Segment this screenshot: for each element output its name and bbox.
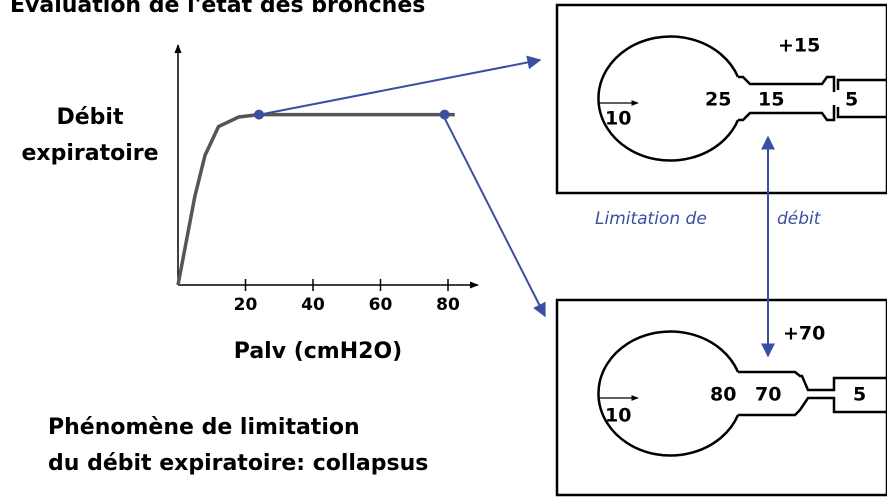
link-arrow — [443, 115, 545, 316]
x-label: Palv (cmH2O) — [234, 339, 402, 364]
middle-pressure: 70 — [755, 384, 781, 406]
x-tick-label: 60 — [369, 295, 393, 315]
limitation-label: débit — [777, 209, 822, 229]
caption: Phénomène de limitation — [48, 415, 360, 440]
flow: 10 — [605, 108, 631, 130]
downstream-pressure: 5 — [845, 89, 858, 111]
downstream-pressure: 5 — [853, 384, 866, 406]
highlight-point — [254, 110, 264, 120]
middle-pressure: 15 — [758, 89, 784, 111]
x-tick-label: 20 — [234, 295, 258, 315]
pressure: +15 — [778, 35, 820, 57]
x-tick-label: 80 — [436, 295, 460, 315]
page: Evaluation de l'état des bronches Débit … — [0, 0, 887, 500]
y-label: expiratoire — [21, 141, 158, 166]
highlight-point — [440, 110, 450, 120]
slide-title: Evaluation de l'état des bronches — [10, 0, 425, 18]
curve — [178, 115, 455, 285]
slide: Evaluation de l'état des bronches Débit … — [0, 0, 887, 500]
y-label: Débit — [57, 105, 124, 130]
pressure: +70 — [783, 323, 825, 345]
upstream-pressure: 80 — [710, 384, 736, 406]
limitation-label: Limitation de — [595, 209, 707, 229]
x-tick-label: 40 — [301, 295, 325, 315]
link-arrow — [258, 60, 540, 115]
flow: 10 — [605, 405, 631, 427]
upstream-pressure: 25 — [705, 89, 731, 111]
caption: du débit expiratoire: collapsus — [48, 451, 428, 476]
chart: 20 40 60 80 — [178, 45, 478, 315]
